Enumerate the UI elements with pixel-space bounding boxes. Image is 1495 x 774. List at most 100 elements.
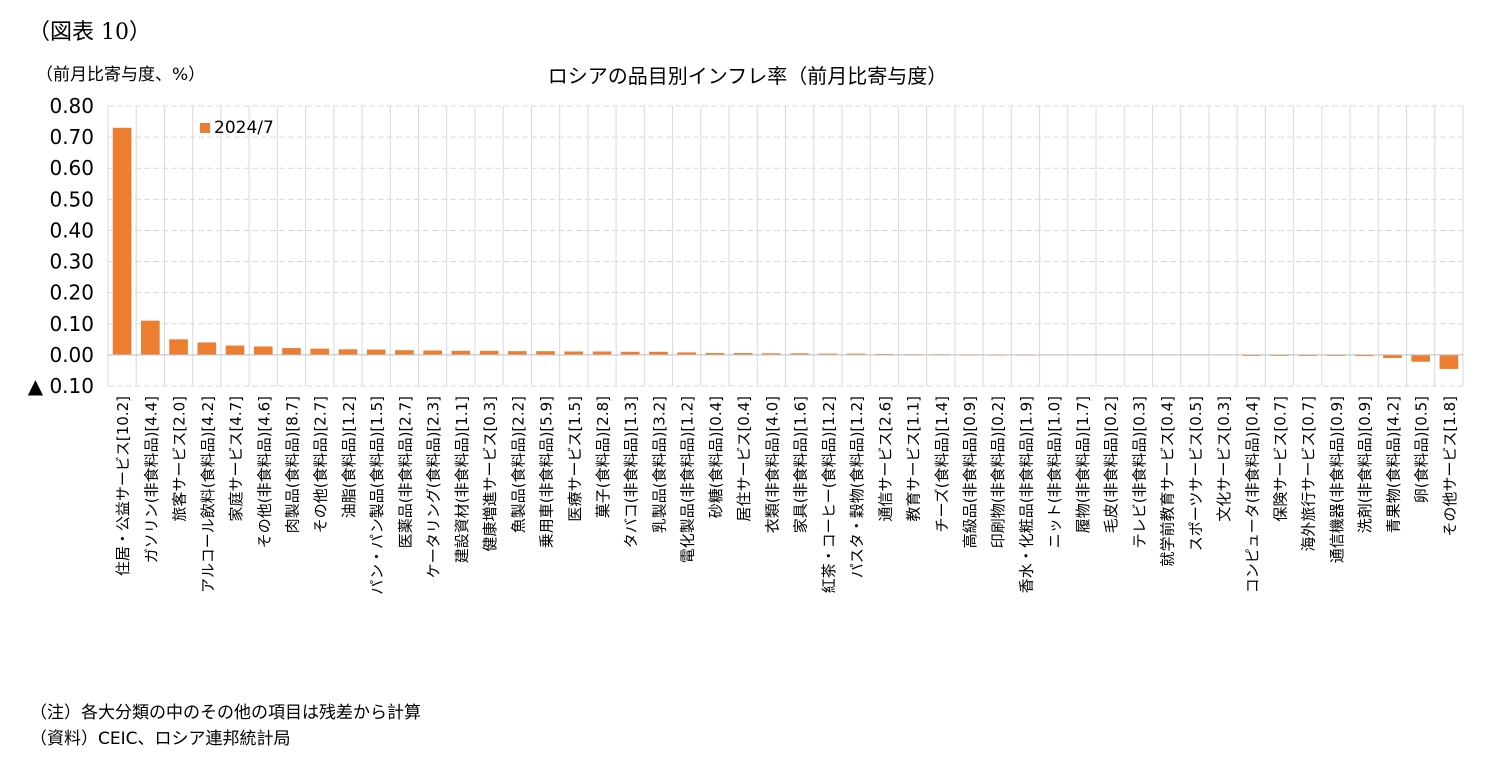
x-tick-label: 高級品(非食料品)[0.9] xyxy=(961,396,979,548)
y-tick-label: 0.20 xyxy=(49,281,94,305)
x-tick-label: ニット(非食料品)[1.0] xyxy=(1046,396,1064,548)
bar xyxy=(536,351,555,355)
y-axis-ticks: ▲ 0.10 0.00 0.10 0.20 0.30 0.40 0.50 0.60 0.70 0.… xyxy=(28,94,94,398)
x-tick-label: 香水・化粧品(非食料品)[1.9] xyxy=(1017,396,1035,593)
x-tick-label: 文化サービス[0.3] xyxy=(1215,396,1233,522)
bar xyxy=(479,350,499,355)
bar xyxy=(197,342,217,355)
x-tick-label: 乳製品(食料品)[3.2] xyxy=(650,396,668,533)
source-note: （資料）CEIC、ロシア連邦統計局 xyxy=(30,729,291,749)
bars xyxy=(108,127,1463,369)
bar xyxy=(649,351,668,355)
x-tick-label: 衣類(非食料品)[4.0] xyxy=(763,396,781,533)
bar xyxy=(818,353,838,355)
bar xyxy=(790,353,809,355)
x-tick-label: 砂糖(食料品)[0.4] xyxy=(707,396,725,518)
bar xyxy=(677,352,697,355)
bar xyxy=(310,348,330,355)
x-tick-label: 健康増進サービス[0.3] xyxy=(481,396,499,552)
gridlines xyxy=(107,105,1464,387)
x-tick-label: 家庭サービス[4.7] xyxy=(227,396,245,522)
x-tick-label: 洗剤(非食料品)[0.9] xyxy=(1356,396,1374,533)
bar xyxy=(282,348,301,355)
y-tick-label: 0.30 xyxy=(49,250,94,274)
x-tick-label: ガソリン(非食料品)[4.4] xyxy=(142,396,160,563)
bar xyxy=(508,351,527,355)
x-tick-label: 就学前教育サービス[0.4] xyxy=(1159,396,1177,567)
x-tick-label: タバコ(非食料品)[1.3] xyxy=(622,396,640,548)
y-tick-label: 0.10 xyxy=(49,312,94,336)
bar xyxy=(733,353,753,355)
x-tick-label: チーズ(食料品)[1.4] xyxy=(933,396,951,533)
x-tick-label: パン・パン製品(食料品)[1.5] xyxy=(368,396,386,595)
x-tick-label: 家具(非食料品)[1.6] xyxy=(792,396,810,533)
x-tick-label: その他(食料品)[2.7] xyxy=(312,396,330,533)
x-tick-label: 保険サービス[0.7] xyxy=(1272,396,1290,522)
x-tick-label: 通信機器(非食料品)[0.9] xyxy=(1328,396,1346,563)
bar xyxy=(846,353,866,355)
x-tick-label: 毛皮(非食料品)[0.2] xyxy=(1102,396,1120,533)
legend-swatch xyxy=(200,123,210,133)
x-tick-label: 卵(食料品)[0.5] xyxy=(1413,396,1431,503)
bar xyxy=(1383,354,1402,358)
bar xyxy=(1354,354,1374,357)
bar xyxy=(705,353,725,355)
bar xyxy=(253,346,273,355)
bar xyxy=(225,345,245,355)
bar xyxy=(592,351,612,355)
x-tick-label: テレビ(非食料品)[0.3] xyxy=(1130,396,1148,548)
x-tick-label: 青果物(食料品)[4.2] xyxy=(1384,396,1402,533)
y-tick-label: 0.60 xyxy=(49,156,94,180)
bar xyxy=(451,350,471,355)
x-tick-label: ケータリング(食料品)[2.3] xyxy=(425,396,443,578)
x-tick-label: 魚製品(食料品)[2.2] xyxy=(509,396,527,533)
x-tick-label: 肉製品(食料品)[8.7] xyxy=(283,396,301,533)
bar xyxy=(169,339,188,355)
figure-label: （図表 10） xyxy=(28,20,151,45)
x-tick-label: その他(非食料品)[4.6] xyxy=(255,396,273,548)
x-tick-label: 通信サービス[2.6] xyxy=(876,396,894,522)
legend-label: 2024/7 xyxy=(214,118,274,138)
y-tick-label: 0.50 xyxy=(49,187,94,211)
bar xyxy=(366,349,386,355)
y-tick-label: ▲ 0.10 xyxy=(28,374,94,398)
x-tick-label: 医薬品(非食料品)[2.7] xyxy=(396,396,414,548)
x-tick-label: 電化製品(非食料品)[1.2] xyxy=(679,396,697,563)
bar xyxy=(1411,354,1430,362)
bar xyxy=(141,320,160,355)
chart-title: ロシアの品目別インフレ率（前月比寄与度） xyxy=(547,64,948,88)
x-tick-label: 住居・公益サービス[10.2] xyxy=(114,396,132,576)
bar xyxy=(395,350,414,355)
bar xyxy=(620,351,640,355)
bar xyxy=(423,350,442,355)
unit-label: （前月比寄与度、%） xyxy=(36,65,206,85)
x-tick-label: 旅客サービス[2.0] xyxy=(171,396,189,522)
y-tick-label: 0.80 xyxy=(49,94,94,118)
legend: 2024/7 xyxy=(200,118,274,138)
x-tick-label: 菓子(食料品)[2.8] xyxy=(594,396,612,518)
bar xyxy=(564,351,584,355)
bar xyxy=(762,353,781,355)
x-tick-label: コンピュータ(非食料品)[0.4] xyxy=(1243,396,1261,593)
x-tick-label: 教育サービス[1.1] xyxy=(905,396,923,522)
x-tick-label: 印刷物(非食料品)[0.2] xyxy=(989,396,1007,548)
x-tick-label: 海外旅行サービス[0.7] xyxy=(1300,396,1318,552)
x-tick-label: スポーツサービス[0.5] xyxy=(1187,396,1205,551)
x-tick-label: パスタ・穀物(食料品)[1.2] xyxy=(848,396,866,578)
x-tick-label: 油脂(食料品)[1.2] xyxy=(340,396,358,518)
bar xyxy=(338,349,358,355)
y-tick-label: 0.70 xyxy=(49,125,94,149)
x-tick-label: 居住サービス[0.4] xyxy=(735,396,753,522)
bar xyxy=(112,127,132,355)
y-tick-label: 0.00 xyxy=(49,343,94,367)
y-tick-label: 0.40 xyxy=(49,218,94,242)
x-tick-label: 建設資材(非食料品)[1.1] xyxy=(453,396,471,563)
footnote: （注）各大分類の中のその他の項目は残差から計算 xyxy=(30,703,421,723)
bar xyxy=(1439,354,1459,369)
x-tick-label: 紅茶・コーヒー(食料品)[1.2] xyxy=(820,396,838,593)
x-axis-ticks: 住居・公益サービス[10.2] ガソリン(非食料品)[4.4] 旅客サービス[2.0… xyxy=(114,396,1459,595)
x-tick-label: 履物(非食料品)[1.7] xyxy=(1074,396,1092,533)
x-tick-label: 医療サービス[1.5] xyxy=(566,396,584,522)
x-tick-label: 乗用車(非食料品)[5.9] xyxy=(538,396,556,548)
